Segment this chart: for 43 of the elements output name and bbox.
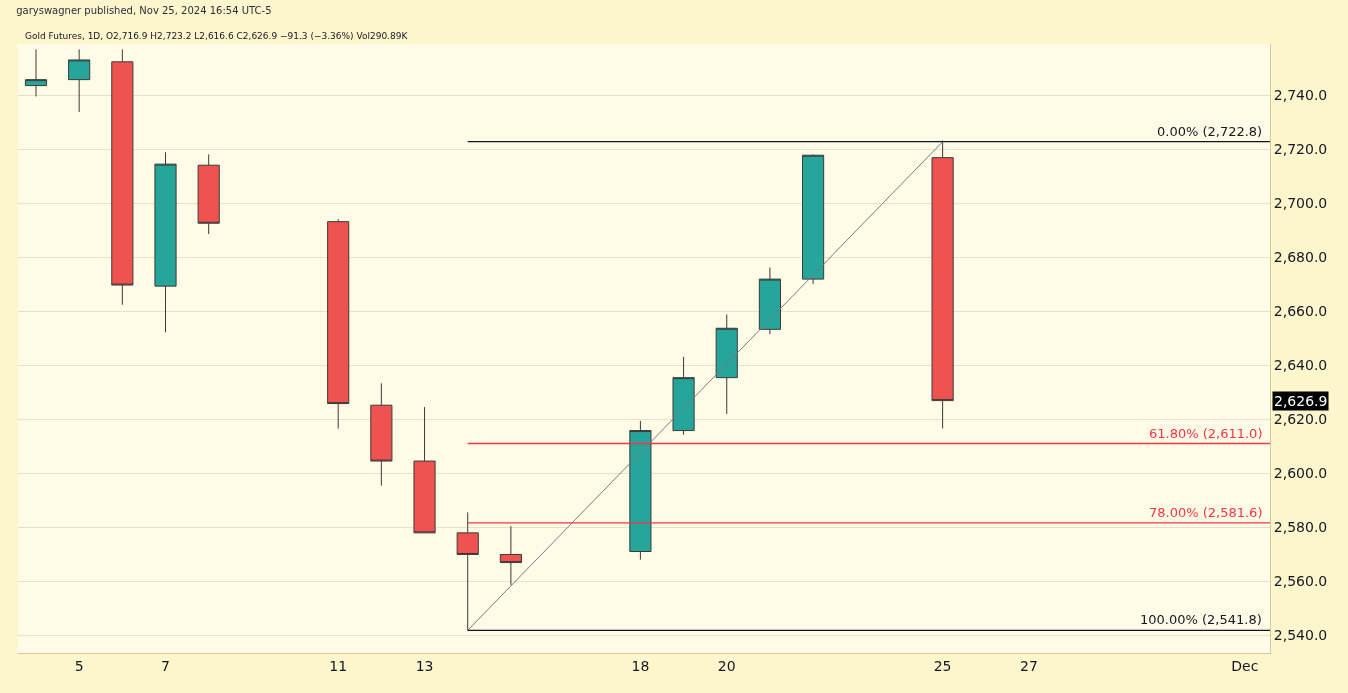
candlestick	[370, 382, 393, 487]
x-tick-label: 27	[1020, 657, 1038, 674]
candlestick	[758, 267, 781, 335]
candlestick	[24, 48, 48, 97]
x-tick-label: 13	[415, 657, 434, 674]
candlestick	[456, 511, 479, 631]
candlestick	[68, 48, 91, 113]
y-tick-label: 2,740.0	[1273, 87, 1328, 104]
x-tick-label: Dec	[1231, 657, 1259, 674]
candlestick	[715, 313, 738, 415]
text: 2,626.9	[1274, 393, 1328, 409]
y-tick-label: 2,540.0	[1273, 627, 1328, 644]
y-tick-label: 2,620.0	[1273, 411, 1328, 428]
x-tick-label: 18	[631, 657, 650, 674]
candlestick	[327, 218, 350, 430]
ref-line-label: 0.00% (2,722.8)	[1157, 124, 1263, 139]
y-tick-label: 2,600.0	[1273, 465, 1328, 482]
candlestick	[499, 525, 522, 586]
y-tick-label: 2,660.0	[1273, 303, 1328, 320]
candlestick	[629, 420, 652, 561]
y-tick-label: 2,580.0	[1273, 519, 1328, 536]
ref-line-label: 78.00% (2,581.6)	[1149, 505, 1263, 520]
candlestick	[802, 153, 825, 285]
ref-line-label: 61.80% (2,611.0)	[1149, 426, 1263, 441]
candlestick	[197, 153, 220, 235]
x-tick-label: 7	[161, 657, 170, 674]
y-tick-label: 2,560.0	[1273, 573, 1328, 590]
x-tick-label: 25	[933, 657, 952, 674]
chart-title: garyswagner published, Nov 25, 2024 16:54 UTC-5	[16, 4, 272, 16]
x-tick-label: 20	[717, 657, 736, 674]
chart-subtitle: Gold Futures, 1D, O2,716.9 H2,723.2 L2,616.6 C2,626.9 −91.3 (−3.36%) Vol290.89K	[25, 31, 409, 41]
candlestick	[154, 151, 177, 333]
y-tick-label: 2,640.0	[1273, 357, 1328, 374]
candlestick	[413, 406, 436, 534]
x-tick-label: 5	[74, 657, 84, 674]
y-tick-label: 2,700.0	[1273, 195, 1328, 212]
y-tick-label: 2,720.0	[1273, 141, 1328, 158]
candlestick	[672, 356, 695, 436]
candlestick	[111, 48, 134, 306]
candlestick	[931, 140, 954, 429]
x-tick-label: 11	[329, 657, 348, 674]
ref-line-label: 100.00% (2,541.8)	[1140, 612, 1262, 627]
y-tick-label: 2,680.0	[1273, 249, 1328, 266]
